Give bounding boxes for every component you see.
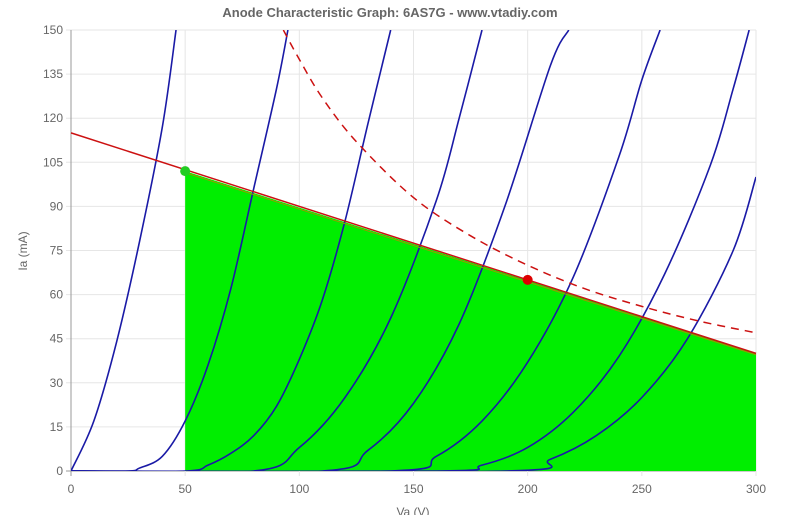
y-axis-label: Ia (mA) [16, 231, 30, 270]
shaded-region [185, 171, 756, 471]
load-line-edge [185, 172, 757, 356]
y-tick-label: 45 [50, 332, 64, 346]
x-tick-label: 200 [518, 482, 538, 496]
y-tick-label: 15 [50, 420, 64, 434]
anode-curve-8 [71, 176, 756, 471]
y-tick-label: 30 [50, 376, 64, 390]
y-tick-label: 0 [56, 464, 63, 478]
max-dissipation-curve [282, 30, 756, 334]
anode-curve-1 [71, 30, 177, 471]
y-tick-label: 150 [43, 23, 63, 37]
y-tick-label: 60 [50, 288, 64, 302]
y-tick-label: 135 [43, 67, 63, 81]
x-tick-label: 0 [68, 482, 75, 496]
x-tick-label: 250 [632, 482, 652, 496]
operating-point [522, 274, 533, 285]
y-tick-label: 90 [50, 199, 64, 213]
anode-curve-2 [71, 30, 289, 471]
y-tick-label: 75 [50, 244, 64, 258]
x-axis-label: Va (V) [396, 505, 429, 515]
cutoff-point [180, 166, 191, 177]
anode-curve-5 [71, 30, 570, 471]
anode-curve-3 [71, 30, 392, 471]
x-tick-label: 100 [289, 482, 309, 496]
anode-curve-7 [71, 30, 750, 471]
y-tick-label: 105 [43, 155, 63, 169]
y-tick-label: 120 [43, 111, 63, 125]
anode-curve-6 [71, 30, 661, 471]
chart-title: Anode Characteristic Graph: 6AS7G - www.… [222, 5, 557, 20]
markers [180, 166, 533, 285]
anode-curves [71, 30, 756, 471]
y-axis-ticks: 0 15 30 45 60 75 90 105 120 135 150 [43, 23, 63, 478]
x-axis-ticks: 0 50 100 150 200 250 300 [68, 482, 767, 496]
anode-curve-4 [71, 30, 483, 471]
x-tick-label: 300 [746, 482, 766, 496]
x-tick-label: 50 [178, 482, 192, 496]
x-tick-label: 150 [403, 482, 423, 496]
load-area-fill [185, 171, 756, 471]
